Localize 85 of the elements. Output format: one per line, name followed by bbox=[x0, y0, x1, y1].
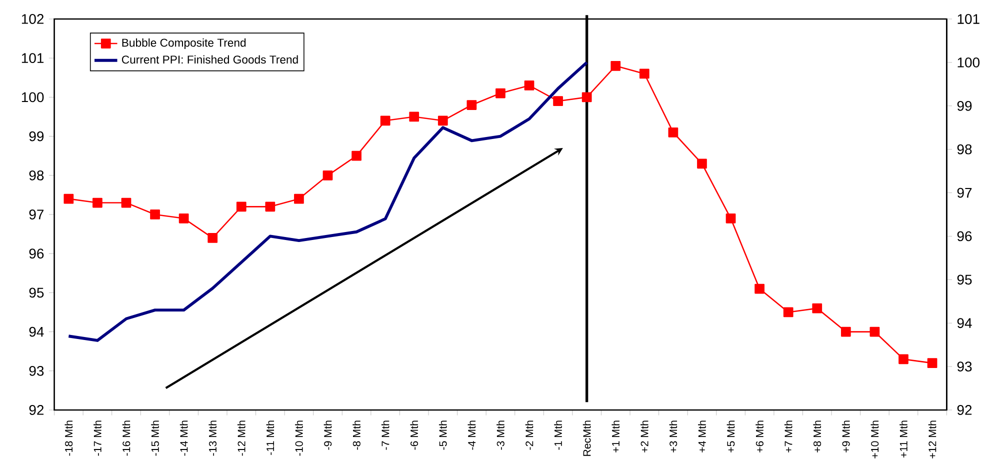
point bbox=[524, 80, 534, 90]
point bbox=[754, 284, 764, 294]
point bbox=[380, 116, 390, 126]
y2-tick-label: 97 bbox=[957, 188, 972, 198]
x-tick-label: +2 Mth bbox=[640, 420, 648, 452]
point bbox=[466, 100, 477, 110]
point bbox=[898, 354, 908, 364]
point bbox=[610, 60, 621, 71]
y2-tick-label: 99 bbox=[957, 100, 972, 111]
y2-tick-label: 92 bbox=[957, 405, 972, 415]
x-tick-label: -10 Mth bbox=[295, 420, 303, 456]
y2-tick-label: 93 bbox=[957, 362, 972, 372]
x-tick-label: +10 Mth bbox=[870, 420, 879, 458]
x-tick-label: -4 Mth bbox=[468, 420, 476, 450]
point bbox=[208, 233, 218, 243]
x-tick-label: -15 Mth bbox=[151, 420, 159, 456]
y2-tick-label: 101 bbox=[958, 14, 980, 24]
x-tick-label: -13 Mth bbox=[208, 420, 217, 456]
legend-label: Current PPI: Finished Goods Trend bbox=[122, 55, 298, 64]
y-tick-label: 100 bbox=[22, 92, 44, 102]
point bbox=[870, 326, 880, 337]
point bbox=[553, 96, 563, 106]
x-tick-label: -8 Mth bbox=[352, 420, 360, 450]
point bbox=[927, 358, 938, 368]
y-tick-label: 94 bbox=[29, 326, 44, 337]
point bbox=[64, 194, 74, 204]
x-tick-label: -11 Mth bbox=[266, 420, 274, 455]
point bbox=[639, 68, 650, 79]
x-tick-label: -9 Mth bbox=[324, 420, 332, 450]
point bbox=[783, 307, 794, 318]
x-tick-label: -2 Mth bbox=[525, 420, 534, 450]
point bbox=[840, 326, 851, 337]
x-tick-label: +3 Mth bbox=[669, 420, 678, 452]
y2-tick-label: 94 bbox=[957, 318, 972, 328]
x-tick-label: +9 Mth bbox=[842, 420, 850, 452]
y2-tick-label: 95 bbox=[957, 274, 972, 285]
point bbox=[697, 158, 707, 169]
point bbox=[121, 198, 132, 208]
x-tick-label: -12 Mth bbox=[237, 420, 246, 456]
x-tick-label: -1 Mth bbox=[554, 420, 562, 450]
point bbox=[265, 202, 276, 212]
y-tick-label: 98 bbox=[29, 170, 44, 180]
x-tick-label: +12 Mth bbox=[928, 420, 936, 458]
y2-tick-label: 98 bbox=[957, 144, 972, 154]
x-tick-label: -17 Mth bbox=[94, 420, 102, 456]
y-tick-label: 95 bbox=[29, 288, 44, 298]
x-tick-label: -7 Mth bbox=[381, 420, 390, 450]
point bbox=[582, 92, 592, 102]
y-tick-label: 101 bbox=[22, 53, 44, 64]
point bbox=[92, 198, 102, 208]
x-tick-label: -18 Mth bbox=[64, 420, 73, 456]
y2-tick-label: 96 bbox=[957, 231, 972, 242]
x-tick-label: +4 Mth bbox=[698, 420, 706, 452]
x-tick-label: +6 Mth bbox=[756, 420, 764, 452]
y-tick-label: 92 bbox=[29, 405, 44, 415]
y-tick-label: 102 bbox=[22, 14, 44, 24]
point bbox=[812, 303, 822, 314]
point bbox=[178, 213, 189, 224]
x-tick-label: +8 Mth bbox=[813, 420, 822, 452]
point bbox=[409, 112, 420, 122]
point bbox=[496, 88, 506, 98]
point bbox=[294, 194, 304, 204]
x-tick-label: -3 Mth bbox=[496, 420, 504, 450]
point bbox=[668, 127, 678, 138]
y-tick-label: 93 bbox=[29, 366, 44, 376]
point bbox=[726, 213, 736, 224]
point bbox=[150, 210, 160, 220]
point bbox=[438, 116, 448, 126]
x-tick-label: -6 Mth bbox=[410, 420, 418, 450]
x-tick-label: -14 Mth bbox=[180, 420, 188, 456]
point bbox=[236, 202, 246, 212]
x-tick-label: +11 Mth bbox=[900, 420, 908, 458]
point bbox=[352, 150, 362, 161]
x-tick-label: +5 Mth bbox=[726, 420, 735, 452]
point bbox=[322, 170, 333, 180]
x-tick-label: +1 Mth bbox=[612, 420, 620, 452]
y-tick-label: 97 bbox=[29, 210, 44, 220]
y-tick-label: 99 bbox=[29, 131, 44, 142]
legend-label: Bubble Composite Trend bbox=[122, 38, 246, 49]
y-tick-label: 96 bbox=[29, 248, 44, 259]
x-tick-label: +7 Mth bbox=[784, 420, 792, 452]
x-tick-label: -16 Mth bbox=[122, 420, 130, 456]
x-tick-label: RecMth bbox=[582, 420, 591, 456]
x-tick-label: -5 Mth bbox=[438, 420, 447, 450]
y2-tick-label: 100 bbox=[958, 58, 980, 68]
